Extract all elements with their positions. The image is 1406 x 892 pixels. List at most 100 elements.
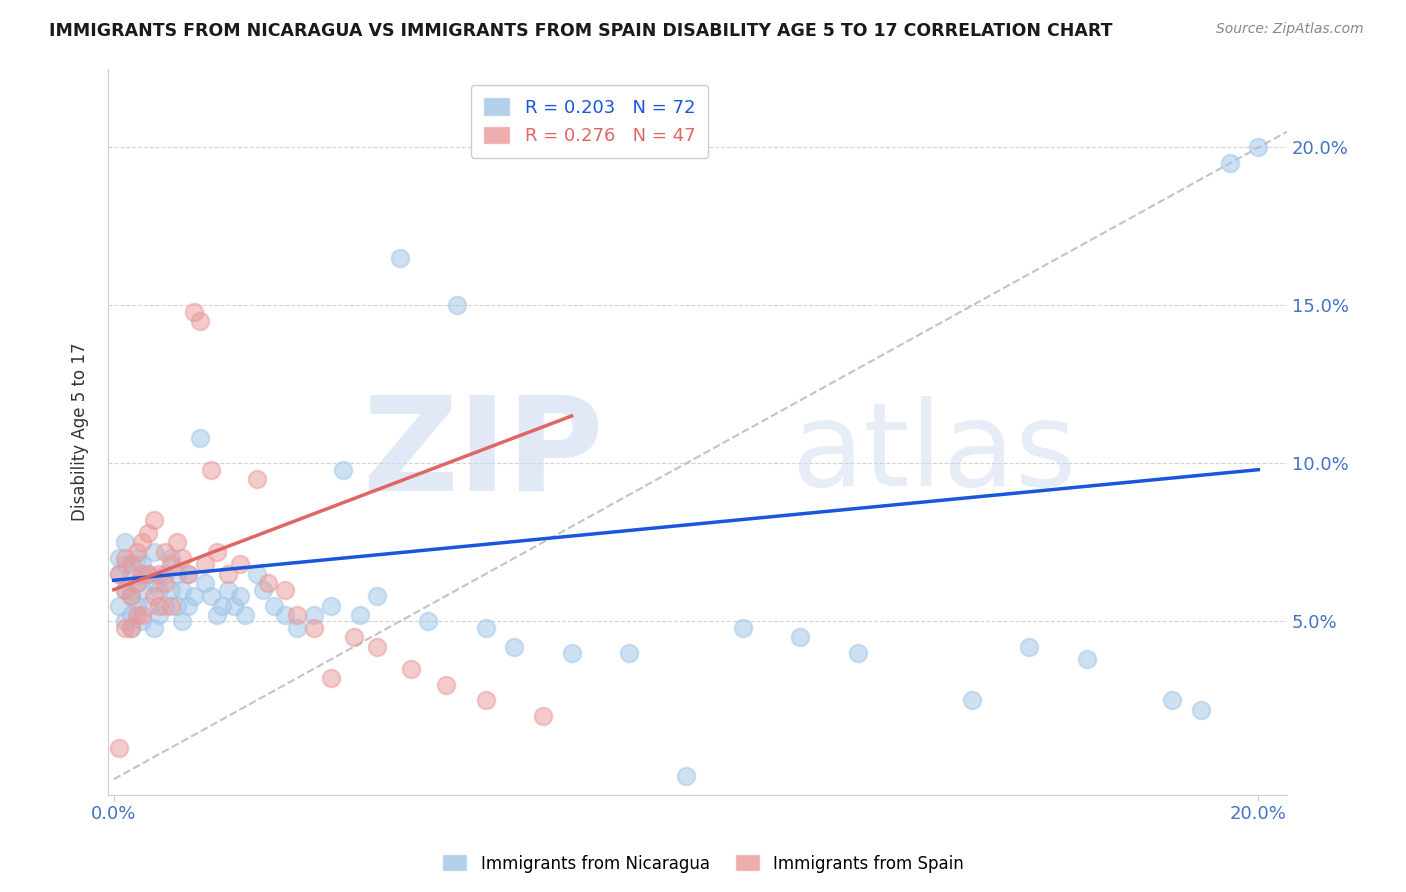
Point xyxy=(285,607,308,622)
Text: atlas: atlas xyxy=(792,396,1077,511)
Point xyxy=(136,566,159,581)
Point xyxy=(205,607,228,622)
Point xyxy=(108,599,131,613)
Point xyxy=(114,582,136,597)
Point xyxy=(166,599,188,613)
Point xyxy=(217,582,239,597)
Point xyxy=(131,535,153,549)
Point xyxy=(131,615,153,629)
Point xyxy=(120,566,142,581)
Text: IMMIGRANTS FROM NICARAGUA VS IMMIGRANTS FROM SPAIN DISABILITY AGE 5 TO 17 CORREL: IMMIGRANTS FROM NICARAGUA VS IMMIGRANTS … xyxy=(49,22,1112,40)
Point xyxy=(434,677,457,691)
Point xyxy=(125,576,148,591)
Point xyxy=(194,558,217,572)
Point xyxy=(188,431,211,445)
Text: Source: ZipAtlas.com: Source: ZipAtlas.com xyxy=(1216,22,1364,37)
Point xyxy=(142,576,165,591)
Point xyxy=(114,558,136,572)
Point xyxy=(366,640,388,654)
Point xyxy=(246,566,269,581)
Point xyxy=(131,582,153,597)
Point xyxy=(561,646,583,660)
Point xyxy=(108,566,131,581)
Point xyxy=(108,740,131,755)
Point xyxy=(274,582,297,597)
Point xyxy=(302,607,325,622)
Point xyxy=(1189,703,1212,717)
Point xyxy=(120,589,142,603)
Point xyxy=(1018,640,1040,654)
Point xyxy=(114,551,136,566)
Point xyxy=(166,535,188,549)
Point xyxy=(142,545,165,559)
Point xyxy=(1219,156,1241,170)
Point xyxy=(160,599,183,613)
Point xyxy=(120,607,142,622)
Point xyxy=(120,621,142,635)
Point xyxy=(200,589,222,603)
Point xyxy=(233,607,256,622)
Point xyxy=(846,646,869,660)
Point xyxy=(257,576,280,591)
Point xyxy=(172,615,194,629)
Point xyxy=(125,576,148,591)
Point xyxy=(142,621,165,635)
Point xyxy=(332,463,354,477)
Point xyxy=(503,640,526,654)
Point xyxy=(446,298,468,312)
Point xyxy=(263,599,285,613)
Point xyxy=(108,551,131,566)
Point xyxy=(120,589,142,603)
Point xyxy=(142,513,165,527)
Point xyxy=(474,693,496,707)
Point xyxy=(114,582,136,597)
Point xyxy=(366,589,388,603)
Point xyxy=(617,646,640,660)
Point xyxy=(1247,140,1270,154)
Point xyxy=(136,566,159,581)
Point xyxy=(131,566,153,581)
Point xyxy=(155,599,177,613)
Point xyxy=(418,615,440,629)
Point xyxy=(160,558,183,572)
Point xyxy=(222,599,245,613)
Point xyxy=(148,599,170,613)
Point xyxy=(188,314,211,328)
Point xyxy=(733,621,755,635)
Point xyxy=(120,621,142,635)
Point xyxy=(172,551,194,566)
Legend: Immigrants from Nicaragua, Immigrants from Spain: Immigrants from Nicaragua, Immigrants fr… xyxy=(436,847,970,880)
Point xyxy=(177,599,200,613)
Point xyxy=(166,566,188,581)
Point xyxy=(136,599,159,613)
Point xyxy=(155,566,177,581)
Point xyxy=(148,607,170,622)
Text: ZIP: ZIP xyxy=(361,390,603,517)
Point xyxy=(228,558,250,572)
Point xyxy=(148,566,170,581)
Point xyxy=(200,463,222,477)
Point xyxy=(125,551,148,566)
Legend: R = 0.203   N = 72, R = 0.276   N = 47: R = 0.203 N = 72, R = 0.276 N = 47 xyxy=(471,85,709,158)
Point xyxy=(120,558,142,572)
Point xyxy=(617,109,640,123)
Point xyxy=(302,621,325,635)
Point xyxy=(160,551,183,566)
Point xyxy=(675,769,697,783)
Point xyxy=(136,525,159,540)
Point xyxy=(125,545,148,559)
Point xyxy=(172,582,194,597)
Point xyxy=(125,599,148,613)
Point xyxy=(148,582,170,597)
Point xyxy=(205,545,228,559)
Point xyxy=(246,472,269,486)
Point xyxy=(1161,693,1184,707)
Point xyxy=(108,566,131,581)
Point xyxy=(183,589,205,603)
Point xyxy=(114,621,136,635)
Point xyxy=(160,582,183,597)
Point xyxy=(321,671,343,685)
Point xyxy=(349,607,371,622)
Point xyxy=(125,607,148,622)
Point xyxy=(531,709,554,723)
